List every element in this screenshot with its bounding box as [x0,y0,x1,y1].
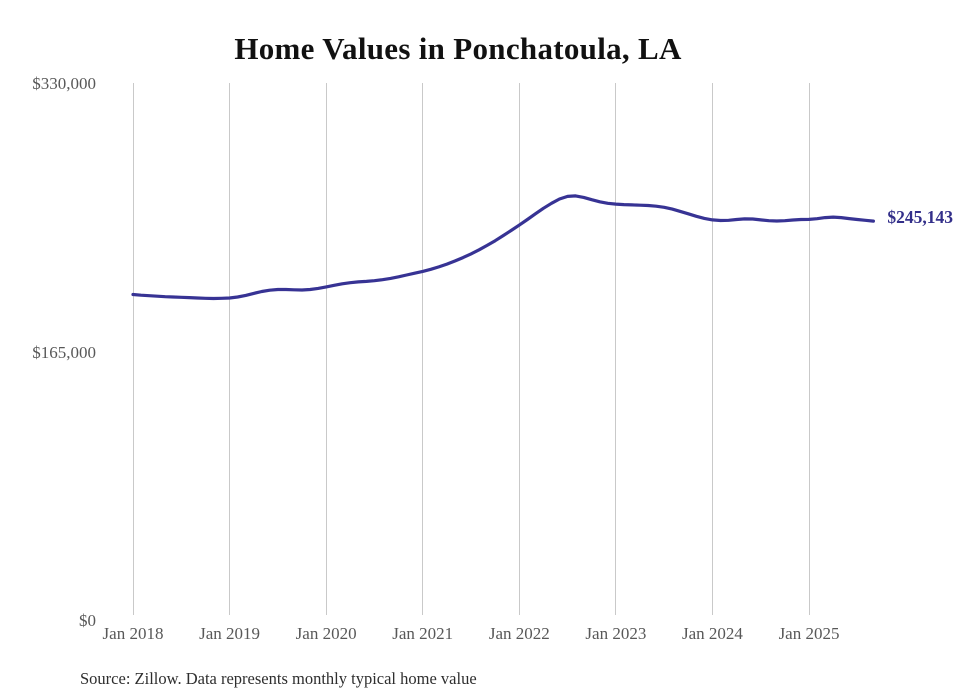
latest-value-label: $245,143 [887,207,954,228]
vertical-gridline [229,83,231,615]
y-tick-label: $330,000 [32,74,96,93]
x-tick-label: Jan 2019 [199,624,261,643]
vertical-gridline [132,83,134,615]
vertical-gridline [711,83,713,615]
y-tick-label: $165,000 [32,342,96,362]
source-note: Source: Zillow. Data represents monthly … [80,669,477,688]
vertical-gridline [808,83,810,615]
vertical-gridline [518,83,520,615]
vertical-gridline [422,83,424,615]
x-tick-label: Jan 2022 [488,624,550,643]
x-tick-label: Jan 2020 [295,624,357,643]
vertical-gridline [325,83,327,615]
home-value-line [131,194,876,301]
x-tick-label: Jan 2024 [681,624,743,643]
y-tick-label: $0 [79,611,96,630]
chart-title: Home Values in Ponchatoula, LA [234,31,682,66]
vertical-gridline [615,83,617,615]
x-tick-label: Jan 2023 [585,624,647,643]
x-tick-label: Jan 2025 [778,624,840,643]
x-tick-label: Jan 2018 [102,624,164,643]
x-tick-label: Jan 2021 [392,624,454,643]
